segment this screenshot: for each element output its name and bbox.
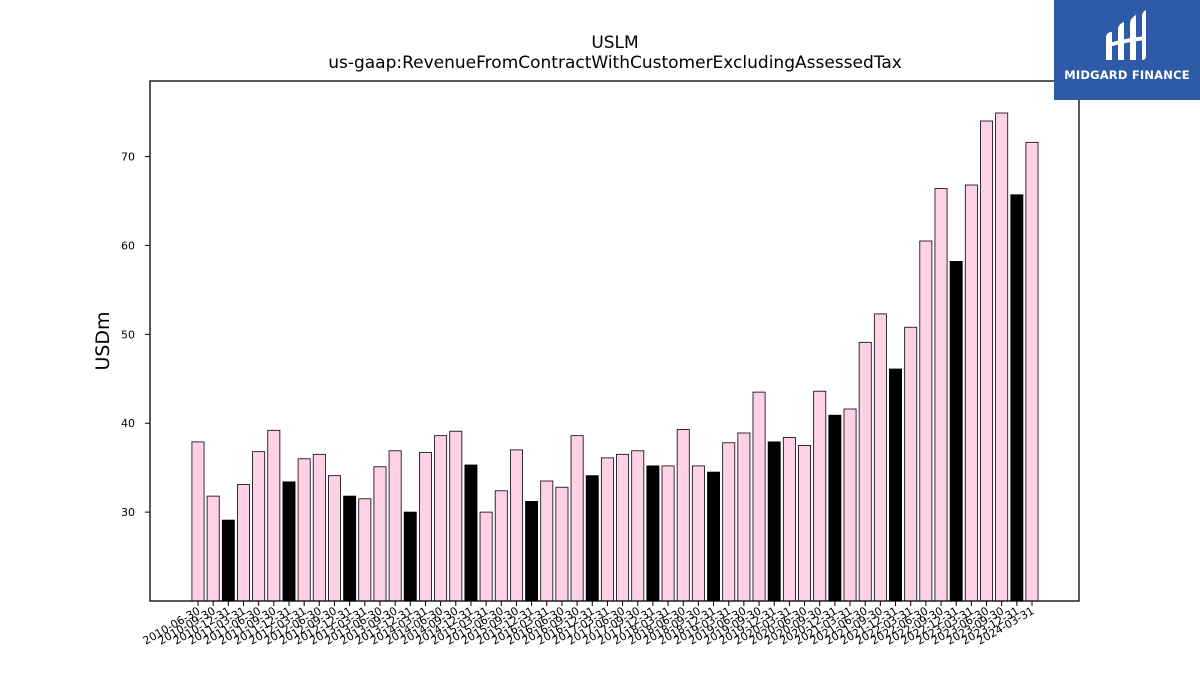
- y-tick-label: 40: [121, 417, 135, 430]
- bar-2011-09-30: [267, 429, 281, 602]
- bar-2013-06-30: [373, 466, 387, 602]
- bar-2018-09-30: [691, 465, 705, 602]
- bar-2023-09-30: [995, 112, 1009, 602]
- logo-text: MIDGARD FINANCE: [1064, 68, 1190, 82]
- bar-2013-12-31: [403, 511, 417, 602]
- chart-title: USLM: [591, 33, 638, 53]
- bar-2012-03-31: [297, 458, 311, 602]
- y-axis: 30 40 50 60 70: [121, 151, 150, 519]
- bar-2012-06-30: [312, 453, 326, 602]
- bar-2022-06-30: [919, 240, 933, 602]
- bar-2012-12-31: [343, 495, 357, 602]
- bar-2014-06-30: [434, 435, 448, 602]
- bar-2014-12-31: [464, 464, 478, 602]
- bar-2019-03-31: [722, 442, 736, 602]
- bar-2016-06-30: [555, 486, 569, 602]
- bar-2019-06-30: [737, 432, 751, 602]
- bar-2012-09-30: [328, 475, 341, 602]
- bar-2011-03-31: [237, 484, 250, 602]
- bar-2019-09-30: [752, 391, 766, 602]
- bar-2020-12-31: [828, 414, 842, 602]
- bar-2015-09-30: [509, 449, 523, 602]
- bar-2019-12-31: [767, 441, 781, 602]
- bar-2018-03-31: [661, 465, 675, 602]
- bar-2024-03-31: [1025, 141, 1039, 602]
- bar-2011-06-30: [252, 451, 266, 602]
- plot-frame: [149, 80, 1080, 602]
- bar-2021-03-31: [843, 408, 857, 602]
- bar-2013-03-31: [358, 498, 372, 602]
- bar-2014-03-31: [418, 452, 432, 602]
- bar-2015-03-31: [479, 511, 493, 602]
- x-axis: 2010-06-302010-09-302010-12-312011-03-31…: [141, 601, 1037, 648]
- y-axis-label: USDm: [92, 311, 114, 370]
- bar-2015-12-31: [525, 501, 539, 602]
- y-tick-label: 60: [121, 239, 135, 252]
- bar-2023-06-30: [980, 120, 993, 602]
- bar-2014-09-30: [449, 430, 463, 602]
- brand-logo: MIDGARD FINANCE: [1054, 0, 1200, 100]
- bar-2021-09-30: [873, 313, 887, 602]
- bar-2016-03-31: [540, 480, 554, 602]
- bar-2017-06-30: [616, 453, 630, 602]
- bar-2016-12-31: [585, 475, 599, 602]
- bar-2016-09-30: [570, 435, 584, 602]
- bar-2022-03-31: [904, 326, 918, 602]
- bar-2018-06-30: [676, 429, 690, 602]
- bar-2013-09-30: [388, 450, 402, 602]
- bars-group: [191, 112, 1039, 602]
- bar-2021-06-30: [858, 341, 872, 602]
- bar-2010-12-31: [221, 519, 235, 602]
- bar-2020-03-31: [782, 437, 796, 602]
- bar-2017-09-30: [631, 450, 645, 602]
- bar-2015-06-30: [494, 490, 508, 602]
- bar-2022-12-31: [949, 261, 963, 602]
- bar-2010-09-30: [206, 495, 220, 602]
- y-tick-label: 50: [121, 328, 135, 341]
- bar-2021-12-31: [889, 368, 902, 602]
- bar-2017-12-31: [646, 465, 660, 602]
- y-tick-label: 30: [121, 506, 135, 519]
- bar-2022-09-30: [934, 188, 948, 602]
- bar-2018-12-31: [707, 471, 721, 602]
- y-tick-label: 70: [121, 151, 135, 164]
- bar-2023-03-31: [964, 184, 978, 602]
- chart-subtitle: us-gaap:RevenueFromContractWithCustomerE…: [328, 53, 902, 73]
- bar-2020-09-30: [813, 390, 827, 602]
- midgard-logo-mark-icon: [1106, 10, 1146, 60]
- bar-2010-06-30: [191, 441, 205, 602]
- bar-2017-03-31: [600, 457, 614, 602]
- bar-2023-12-31: [1010, 194, 1024, 602]
- bar-2011-12-31: [282, 481, 296, 602]
- bar-2020-06-30: [798, 445, 812, 602]
